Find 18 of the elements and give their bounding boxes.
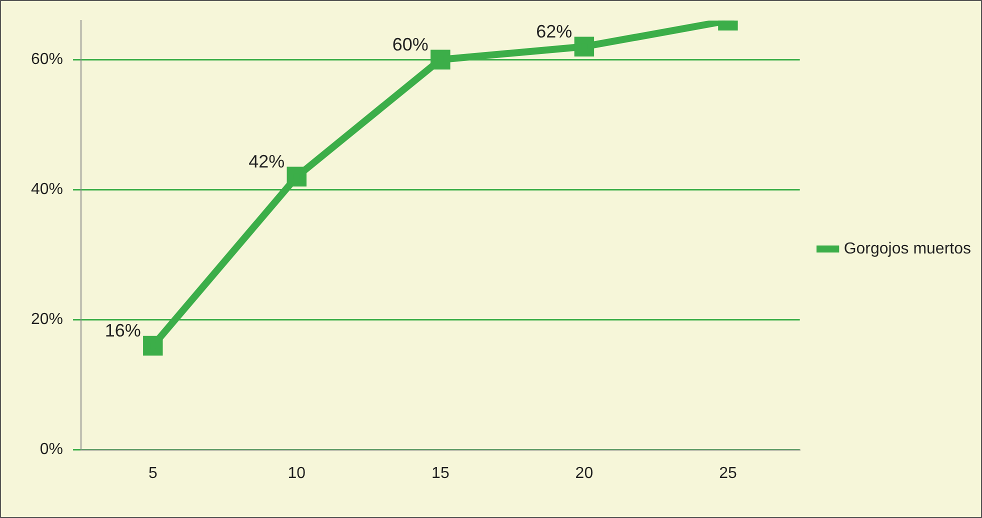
point: [143, 336, 163, 356]
data-label: 16%: [104, 320, 141, 341]
point: [430, 50, 450, 70]
data-label: 60%: [392, 34, 428, 55]
x-tick-label: 10: [288, 464, 306, 482]
y-tick-label: 0%: [40, 441, 64, 458]
x-tick-label: 25: [719, 464, 737, 482]
legend-label: Gorgojos muertos: [844, 240, 972, 258]
x-tick-label: 15: [432, 464, 450, 482]
data-label: 62%: [536, 22, 572, 42]
x-tick-label: 20: [575, 464, 594, 482]
y-tick-label: 20%: [30, 311, 64, 328]
data-label: 42%: [248, 152, 285, 172]
x-tick-label: 5: [148, 464, 158, 482]
point: [286, 166, 307, 187]
y-tick-label: 60%: [30, 51, 64, 68]
y-tick-label: 40%: [30, 181, 64, 198]
point: [574, 36, 594, 56]
